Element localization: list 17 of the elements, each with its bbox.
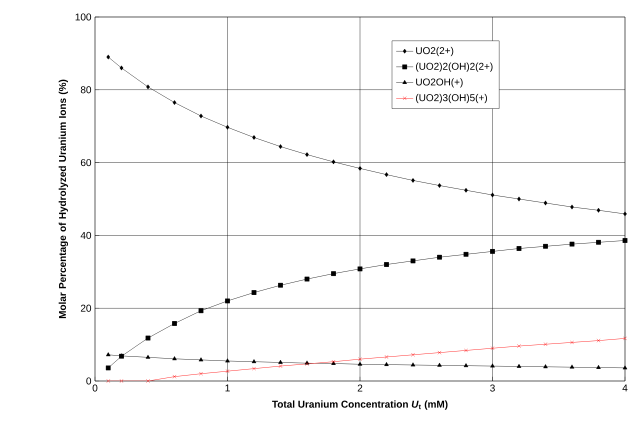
x-axis-title: Total Uranium Concentration U$_{t}$ (mM) [272, 400, 448, 410]
y-tick-label: 60 [80, 159, 92, 166]
legend-label: (UO2)3(OH)5(+) [416, 94, 487, 104]
x-tick-label: 1 [225, 384, 230, 392]
y-tick-label: 80 [80, 86, 92, 94]
y-tick-label: 20 [80, 304, 92, 312]
y-axis-title: Molar Percentage of Hydrolyzed Uranium Ions (%) [58, 80, 68, 318]
x-tick-label: 0 [92, 384, 98, 392]
y-tick-label: 100 [76, 13, 92, 21]
x-tick-label: 3 [490, 384, 495, 392]
legend-label: (UO2)2(OH)2(2+) [416, 62, 493, 72]
legend-label: UO2(2+) [416, 46, 454, 56]
x-tick-label: 2 [358, 384, 362, 392]
y-tick-label: 40 [80, 232, 92, 239]
legend-label: UO2OH(+) [416, 78, 463, 88]
x-tick-label: 4 [622, 384, 628, 392]
y-tick-label: 0 [86, 377, 92, 385]
